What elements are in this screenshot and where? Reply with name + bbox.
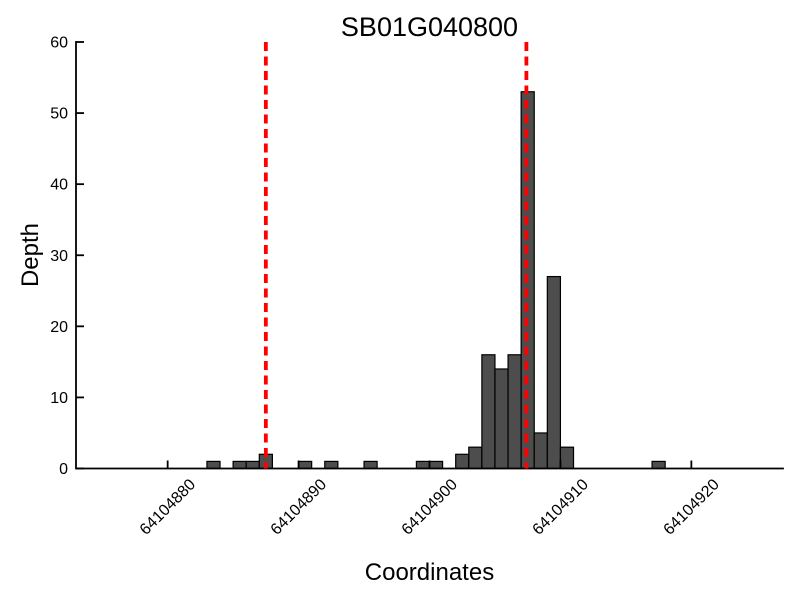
y-axis-label: Depth bbox=[17, 223, 44, 287]
y-tick-label: 0 bbox=[59, 461, 68, 478]
histogram-bar bbox=[533, 432, 548, 470]
y-tick-label: 60 bbox=[50, 35, 68, 52]
histogram-bar bbox=[324, 460, 339, 470]
x-tick-label: 64104920 bbox=[661, 476, 723, 538]
x-tick-label: 64104890 bbox=[268, 476, 330, 538]
histogram-bar bbox=[428, 460, 444, 470]
histogram-bar bbox=[297, 460, 313, 470]
histogram-bar bbox=[363, 460, 378, 470]
histogram-bars bbox=[206, 91, 666, 470]
histogram-bar bbox=[232, 460, 247, 470]
chart-title: SB01G040800 bbox=[341, 12, 518, 42]
axis-spines bbox=[75, 41, 784, 470]
y-tick-label: 50 bbox=[50, 106, 68, 123]
x-tick-label: 64104900 bbox=[399, 476, 461, 538]
x-tick-label: 64104880 bbox=[137, 476, 199, 538]
x-tick-label: 64104910 bbox=[530, 476, 592, 538]
histogram-bar bbox=[559, 446, 575, 470]
histogram-bar bbox=[651, 460, 666, 470]
histogram-bar bbox=[546, 275, 562, 470]
y-tick-label: 10 bbox=[50, 390, 68, 407]
y-tick-label: 40 bbox=[50, 177, 68, 194]
highlight-lines bbox=[263, 42, 529, 469]
y-tick-label: 30 bbox=[50, 248, 68, 265]
histogram-bar bbox=[245, 460, 260, 470]
x-axis-label: Coordinates bbox=[365, 559, 494, 586]
histogram-bar bbox=[206, 460, 221, 470]
histogram-bar bbox=[481, 354, 496, 470]
y-tick-label: 20 bbox=[50, 319, 68, 336]
histogram-bar bbox=[455, 453, 470, 470]
histogram-bar bbox=[415, 460, 431, 470]
histogram-bar bbox=[494, 368, 509, 470]
histogram-bar bbox=[507, 354, 522, 470]
histogram-bar bbox=[468, 446, 483, 470]
